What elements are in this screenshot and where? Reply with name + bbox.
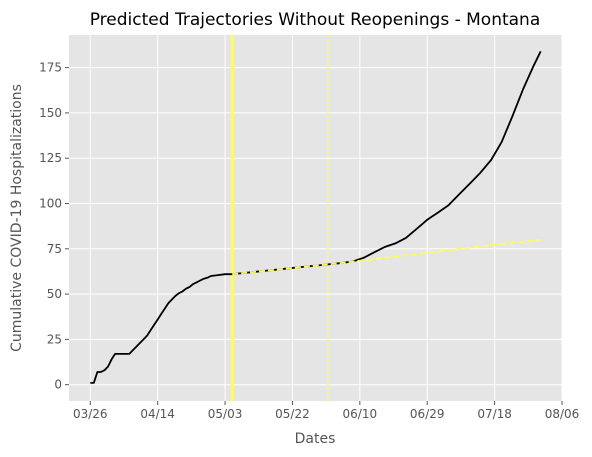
y-tick-label: 50 — [47, 287, 62, 301]
y-tick-label: 175 — [39, 61, 62, 75]
x-tick-label: 04/14 — [140, 407, 175, 421]
y-tick-label: 75 — [47, 242, 62, 256]
y-tick-label: 0 — [54, 378, 62, 392]
y-axis-title: Cumulative COVID-19 Hospitalizations — [9, 84, 25, 352]
y-tick-label: 100 — [39, 197, 62, 211]
x-tick-label: 05/22 — [275, 407, 310, 421]
x-tick-label: 06/10 — [343, 407, 378, 421]
x-tick-label: 05/03 — [208, 407, 243, 421]
plot-background — [69, 35, 562, 401]
y-tick-label: 150 — [39, 106, 62, 120]
y-tick-label: 125 — [39, 151, 62, 165]
x-tick-label: 07/18 — [477, 407, 512, 421]
x-tick-label: 03/26 — [73, 407, 108, 421]
x-axis-title: Dates — [295, 431, 336, 447]
chart-title: Predicted Trajectories Without Reopening… — [90, 10, 541, 30]
x-tick-label: 06/29 — [410, 407, 445, 421]
x-tick-label: 08/06 — [545, 407, 580, 421]
y-tick-label: 25 — [47, 332, 62, 346]
